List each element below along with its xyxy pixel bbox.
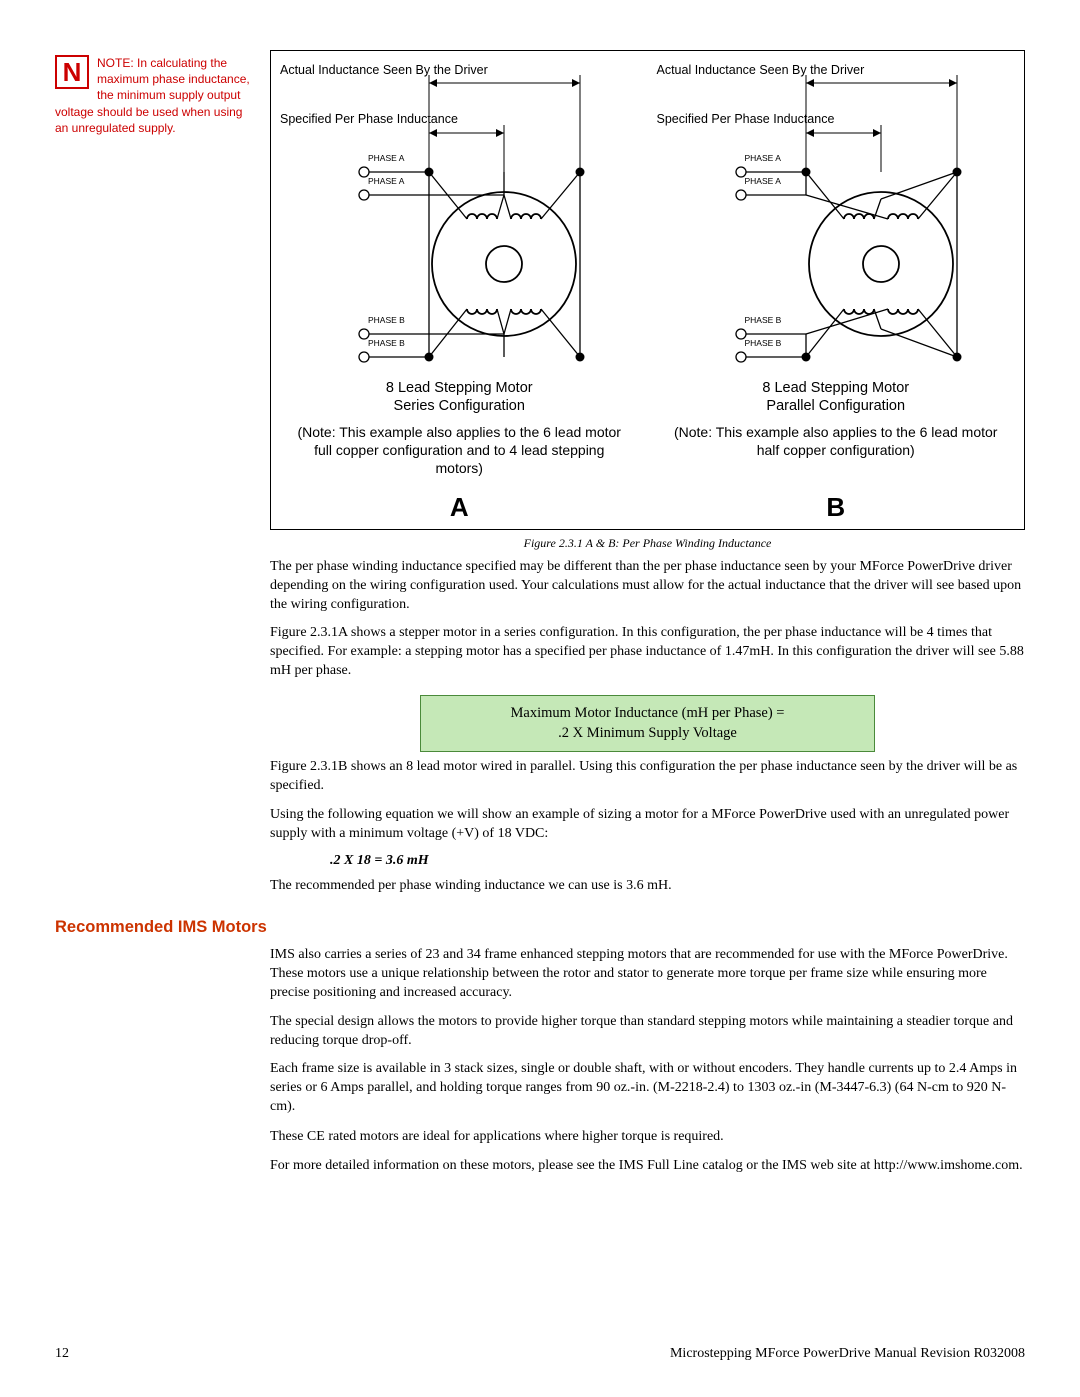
equation: .2 X 18 = 3.6 mH xyxy=(330,852,1080,871)
ims-paragraph-4: These CE rated motors are ideal for appl… xyxy=(270,1128,1025,1147)
ims-paragraph-5: For more detailed information on these m… xyxy=(270,1157,1025,1176)
ims-paragraph-3: Each frame size is available in 3 stack … xyxy=(270,1060,1025,1117)
diagram-series: Actual Inductance Seen By the Driver Spe… xyxy=(271,51,648,529)
ims-paragraph-2: The special design allows the motors to … xyxy=(270,1013,1025,1051)
paragraph-3: Figure 2.3.1B shows an 8 lead motor wire… xyxy=(270,758,1025,796)
diagram-title-parallel: 8 Lead Stepping Motor Parallel Configura… xyxy=(648,379,1025,415)
ims-paragraph-1: IMS also carries a series of 23 and 34 f… xyxy=(270,946,1025,1003)
paragraph-4: Using the following equation we will sho… xyxy=(270,806,1025,844)
paragraph-1: The per phase winding inductance specifi… xyxy=(270,558,1025,615)
diagram-parallel: Actual Inductance Seen By the Driver Spe… xyxy=(648,51,1025,529)
note-icon-box: N xyxy=(55,55,89,89)
page-number: 12 xyxy=(55,1346,69,1362)
figure-caption: Figure 2.3.1 A & B: Per Phase Winding In… xyxy=(270,536,1025,551)
diagram-note-parallel: (Note: This example also applies to the … xyxy=(670,423,1001,459)
motor-diagram-parallel xyxy=(651,59,1021,379)
paragraph-2: Figure 2.3.1A shows a stepper motor in a… xyxy=(270,624,1025,681)
diagram-title-series: 8 Lead Stepping Motor Series Configurati… xyxy=(271,379,648,415)
motor-diagram-series xyxy=(274,59,644,379)
diagram-letter-b: B xyxy=(648,492,1025,523)
section-heading-recommended: Recommended IMS Motors xyxy=(55,918,267,937)
note-sidebar: N NOTE: In calculating the maximum phase… xyxy=(55,55,250,136)
formula-box: Maximum Motor Inductance (mH per Phase) … xyxy=(420,695,875,752)
diagram-letter-a: A xyxy=(271,492,648,523)
figure-2-3-1: Actual Inductance Seen By the Driver Spe… xyxy=(270,50,1025,530)
diagram-note-series: (Note: This example also applies to the … xyxy=(294,423,625,478)
paragraph-5: The recommended per phase winding induct… xyxy=(270,877,1025,896)
footer-text: Microstepping MForce PowerDrive Manual R… xyxy=(670,1346,1025,1362)
